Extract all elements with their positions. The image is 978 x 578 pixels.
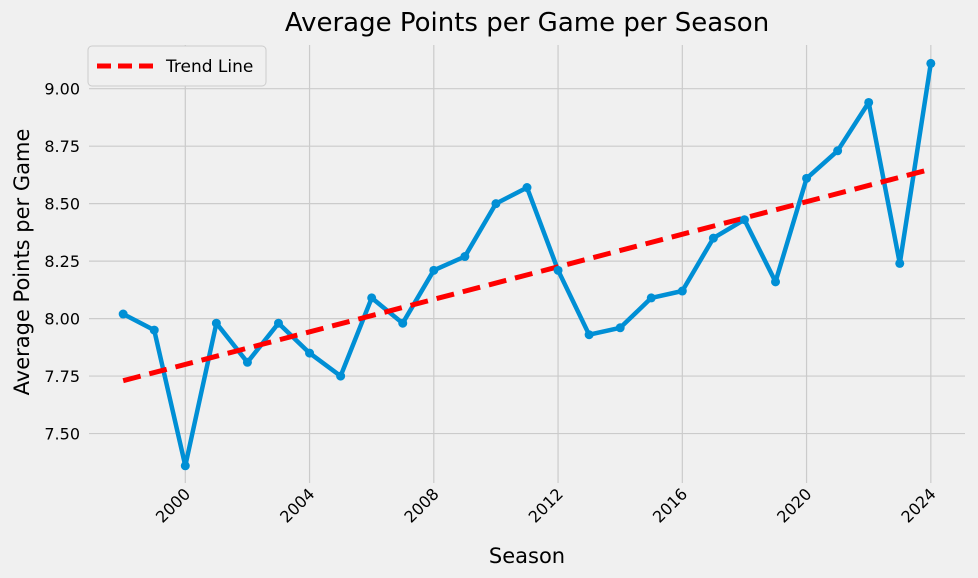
- y-tick-label: 7.75: [44, 367, 80, 386]
- ppg-point: [398, 318, 408, 328]
- ppg-point: [771, 277, 781, 287]
- ppg-point: [646, 293, 656, 303]
- y-tick-label: 8.75: [44, 137, 80, 156]
- ppg-point: [553, 265, 563, 275]
- ppg-point: [305, 348, 315, 358]
- chart-title: Average Points per Game per Season: [285, 8, 769, 38]
- ppg-point: [180, 461, 190, 471]
- marks: [118, 58, 936, 471]
- y-tick-label: 7.50: [44, 425, 80, 444]
- ppg-point: [336, 371, 346, 381]
- x-axis-title: Season: [489, 544, 565, 568]
- ppg-point: [273, 318, 283, 328]
- legend: Trend Line: [87, 45, 267, 87]
- ppg-point: [833, 146, 843, 156]
- ppg-point: [367, 293, 377, 303]
- ppg-point: [895, 258, 905, 268]
- ppg-point: [677, 286, 687, 296]
- ppg-point: [491, 199, 501, 209]
- ppg-point: [802, 173, 812, 183]
- y-tick-label: 8.25: [44, 252, 80, 271]
- grid: [89, 45, 965, 483]
- ppg-point: [242, 357, 252, 367]
- ppg-point: [429, 265, 439, 275]
- ppg-point: [615, 323, 625, 333]
- y-tick-label: 8.00: [44, 310, 80, 329]
- ppg-point: [211, 318, 221, 328]
- y-axis-title: Average Points per Game: [10, 129, 34, 396]
- trend-line: [122, 166, 932, 384]
- legend-box: [87, 45, 267, 87]
- ppg-point: [460, 252, 470, 262]
- ppg-point: [149, 325, 159, 335]
- ppg-point: [739, 215, 749, 225]
- ppg-point: [584, 330, 594, 340]
- ppg-point: [864, 97, 874, 107]
- y-tick-label: 8.50: [44, 195, 80, 214]
- ppg-point: [708, 233, 718, 243]
- ppg-point: [118, 309, 128, 319]
- ppg-point: [926, 58, 936, 68]
- y-tick-label: 9.00: [44, 80, 80, 99]
- legend-trend-label: Trend Line: [165, 57, 253, 77]
- ppg-point: [522, 183, 532, 193]
